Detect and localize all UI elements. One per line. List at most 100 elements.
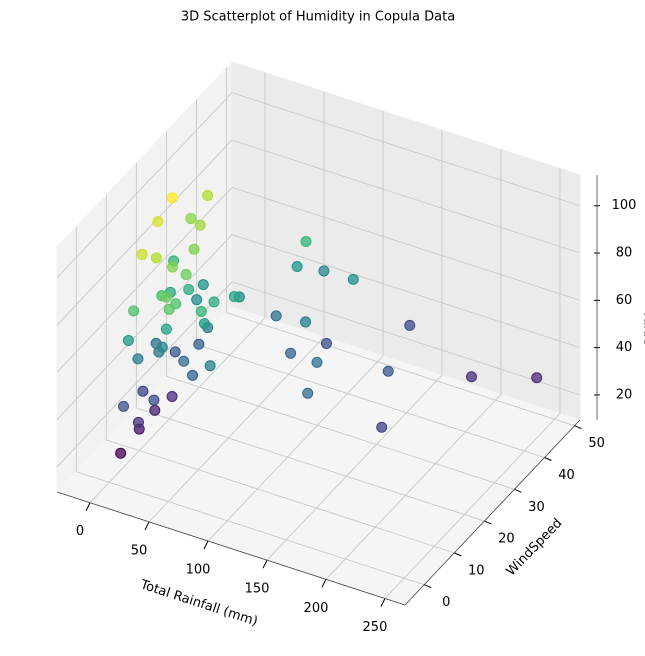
grid-line <box>75 226 425 586</box>
x-axis-title: Total Rainfall (mm) <box>138 577 260 629</box>
point <box>195 305 207 317</box>
point <box>202 190 214 202</box>
point <box>198 318 210 330</box>
y-tick <box>574 425 582 430</box>
point <box>136 248 148 260</box>
grid-line <box>56 139 581 326</box>
grid-line <box>56 281 581 468</box>
point <box>187 369 199 381</box>
point <box>382 365 394 377</box>
point <box>156 341 168 353</box>
point <box>137 385 149 397</box>
point <box>166 192 178 204</box>
x-tick-label: 50 <box>131 543 148 558</box>
point <box>300 236 312 248</box>
point <box>115 447 127 459</box>
y-tick-label: 40 <box>558 468 575 483</box>
point <box>166 261 178 273</box>
y-tick <box>544 457 552 461</box>
point <box>194 219 206 231</box>
x-tick-label: 100 <box>186 563 211 578</box>
point <box>166 390 178 402</box>
point <box>150 252 162 264</box>
point <box>180 269 192 281</box>
point <box>270 310 282 322</box>
x-tick-label: 250 <box>363 620 388 635</box>
y-axis-line <box>404 419 581 606</box>
point <box>132 353 144 365</box>
chart-title: 3D Scatterplot of Humidity in Copula Dat… <box>181 10 455 25</box>
grid-line <box>148 91 325 523</box>
point <box>376 421 388 433</box>
grid-line <box>56 234 581 420</box>
point <box>152 216 164 228</box>
point <box>285 347 297 359</box>
point <box>300 316 312 328</box>
point <box>208 296 220 308</box>
x-tick <box>144 521 150 531</box>
z-tick-label: 40 <box>616 340 633 355</box>
y-tick <box>484 520 492 525</box>
point <box>118 400 130 412</box>
x-tick <box>321 579 327 588</box>
point <box>318 265 330 277</box>
y-tick-label: 30 <box>528 500 545 515</box>
x-tick <box>380 598 386 607</box>
point <box>311 356 323 368</box>
point <box>228 291 240 303</box>
point <box>183 283 195 295</box>
y-tick <box>454 552 462 557</box>
y-tick-label: 10 <box>468 563 485 578</box>
grid-line <box>105 194 455 554</box>
y-tick <box>424 584 432 589</box>
grid-line <box>89 72 266 504</box>
y-axis-title: WindSpeed <box>504 516 566 579</box>
x-tick <box>203 540 209 550</box>
point <box>149 404 161 416</box>
point <box>188 243 200 255</box>
grid-line <box>56 92 581 279</box>
y-tick-label: 50 <box>588 436 605 451</box>
point <box>128 305 140 317</box>
point <box>302 387 314 399</box>
point <box>320 337 332 349</box>
point <box>185 213 197 225</box>
point <box>465 371 477 383</box>
grid-line <box>135 163 485 522</box>
point <box>132 416 144 428</box>
grid-line <box>226 67 575 427</box>
point <box>291 260 303 272</box>
x-tick <box>262 559 268 569</box>
point <box>193 338 205 350</box>
x-tick-label: 150 <box>245 582 270 597</box>
z-tick-label: 60 <box>616 293 633 308</box>
z-tick-label: 20 <box>616 387 633 402</box>
point <box>122 334 134 346</box>
point <box>160 323 172 335</box>
point <box>347 273 359 285</box>
point <box>191 294 203 306</box>
z-tick-label: 100 <box>612 198 637 213</box>
y-tick-label: 0 <box>442 595 450 610</box>
point <box>531 372 543 384</box>
point <box>148 394 160 406</box>
z-tick-label: 80 <box>616 246 633 261</box>
z-axis-title: Value <box>641 310 645 346</box>
point <box>197 279 209 291</box>
y-tick <box>514 488 522 493</box>
grid-line <box>166 131 515 490</box>
point <box>169 346 181 358</box>
grid-line <box>325 149 502 580</box>
point <box>160 291 172 303</box>
point <box>204 360 216 372</box>
point <box>178 355 190 367</box>
point <box>404 319 416 331</box>
x-axis-line <box>56 491 406 606</box>
grid-line <box>207 111 384 542</box>
grid-line <box>384 168 561 599</box>
point <box>163 303 175 315</box>
x-tick-label: 0 <box>76 524 84 539</box>
grid-line <box>266 130 443 561</box>
